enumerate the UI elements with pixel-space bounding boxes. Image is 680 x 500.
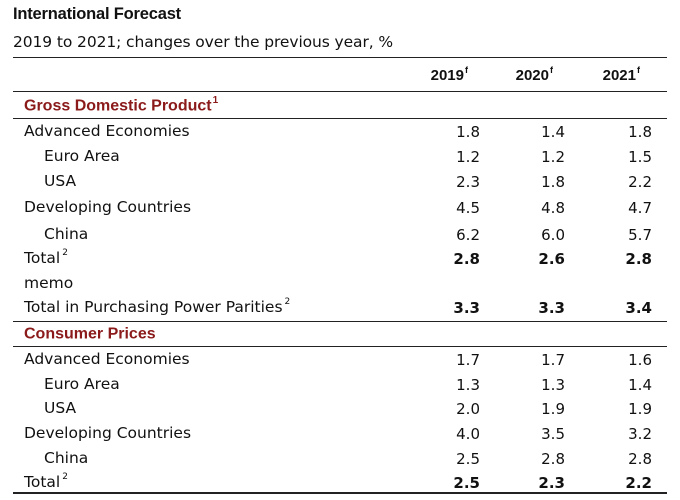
- section-rule-gdp: [13, 118, 667, 119]
- value-cell-2021: 2.8: [628, 450, 652, 468]
- row-label: Advanced Economies: [24, 350, 190, 368]
- section-rule-cpi-top: [13, 321, 667, 322]
- value-cell-2020: 2.8: [541, 450, 565, 468]
- column-header-2021: 2021f: [602, 65, 640, 84]
- value-cell-2019: 2.5: [453, 474, 480, 492]
- section-title-consumer-prices: Consumer Prices: [24, 325, 156, 343]
- value-cell-2019: 2.0: [456, 400, 480, 418]
- row-label-text: China: [44, 225, 89, 243]
- row-label-text: USA: [44, 172, 77, 190]
- value-cell-2019: 1.3: [456, 376, 480, 394]
- header-rule-top: [13, 57, 667, 58]
- row-label-text: Total: [24, 249, 61, 267]
- section-title-gdp: Gross Domestic Product1: [24, 95, 219, 115]
- table-bottom-rule: [13, 492, 667, 494]
- value-cell-2019: 1.8: [456, 123, 480, 141]
- row-label: China: [44, 449, 88, 467]
- row-label: Total 2: [24, 471, 68, 491]
- row-label: memo: [24, 274, 73, 292]
- value-cell-2019: 2.5: [456, 450, 480, 468]
- row-label-text: Developing Countries: [24, 424, 192, 442]
- row-label-text: Euro Area: [44, 147, 120, 165]
- footnote-marker: 2: [62, 471, 68, 482]
- value-cell-2021: 2.8: [625, 250, 652, 268]
- row-label: Euro Area: [44, 375, 120, 393]
- value-cell-2020: 2.6: [538, 250, 565, 268]
- column-header-2019: 2019f: [430, 65, 468, 84]
- row-label: Developing Countries: [24, 424, 191, 442]
- value-cell-2021: 1.8: [628, 123, 652, 141]
- row-label: Developing Countries: [24, 198, 191, 216]
- value-cell-2021: 1.4: [628, 376, 652, 394]
- row-label-text: Developing Countries: [24, 198, 192, 216]
- row-label-text: Advanced Economies: [24, 122, 190, 140]
- value-cell-2020: 1.7: [541, 351, 565, 369]
- page-title: International Forecast: [13, 5, 181, 23]
- column-header-2020: 2020f: [515, 65, 553, 84]
- value-cell-2021: 3.2: [628, 425, 652, 443]
- value-cell-2021: 2.2: [625, 474, 652, 492]
- row-label-text: China: [44, 449, 89, 467]
- row-label: Advanced Economies: [24, 122, 190, 140]
- row-label: China: [44, 225, 88, 243]
- value-cell-2019: 3.3: [453, 299, 480, 317]
- value-cell-2020: 3.5: [541, 425, 565, 443]
- value-cell-2021: 1.9: [628, 400, 652, 418]
- row-label: Total in Purchasing Power Parities 2: [24, 296, 291, 316]
- footnote-marker: 2: [62, 247, 68, 258]
- value-cell-2020: 1.9: [541, 400, 565, 418]
- value-cell-2020: 1.8: [541, 173, 565, 191]
- value-cell-2020: 4.8: [541, 199, 565, 217]
- value-cell-2021: 4.7: [628, 199, 652, 217]
- value-cell-2019: 4.5: [456, 199, 480, 217]
- row-label-text: Total in Purchasing Power Parities: [24, 298, 283, 316]
- row-label: USA: [44, 172, 76, 190]
- value-cell-2020: 1.2: [541, 148, 565, 166]
- value-cell-2020: 1.3: [541, 376, 565, 394]
- value-cell-2019: 2.3: [456, 173, 480, 191]
- row-label: Total 2: [24, 247, 68, 267]
- value-cell-2021: 3.4: [625, 299, 652, 317]
- value-cell-2019: 1.2: [456, 148, 480, 166]
- value-cell-2019: 2.8: [453, 250, 480, 268]
- value-cell-2021: 1.5: [628, 148, 652, 166]
- row-label-text: Total: [24, 473, 61, 491]
- value-cell-2020: 1.4: [541, 123, 565, 141]
- section-rule-cpi: [13, 346, 667, 347]
- value-cell-2019: 1.7: [456, 351, 480, 369]
- value-cell-2020: 2.3: [538, 474, 565, 492]
- page-subtitle: 2019 to 2021; changes over the previous …: [13, 33, 394, 51]
- row-label-text: Euro Area: [44, 375, 120, 393]
- value-cell-2020: 6.0: [541, 226, 565, 244]
- value-cell-2021: 1.6: [628, 351, 652, 369]
- row-label-text: USA: [44, 399, 77, 417]
- value-cell-2019: 4.0: [456, 425, 480, 443]
- header-rule-bottom: [13, 91, 667, 92]
- row-label-text: Advanced Economies: [24, 350, 190, 368]
- footnote-marker: 2: [284, 296, 291, 307]
- row-label-text: memo: [24, 274, 74, 292]
- value-cell-2021: 2.2: [628, 173, 652, 191]
- value-cell-2020: 3.3: [538, 299, 565, 317]
- row-label: USA: [44, 399, 76, 417]
- value-cell-2019: 6.2: [456, 226, 480, 244]
- value-cell-2021: 5.7: [628, 226, 652, 244]
- row-label: Euro Area: [44, 147, 120, 165]
